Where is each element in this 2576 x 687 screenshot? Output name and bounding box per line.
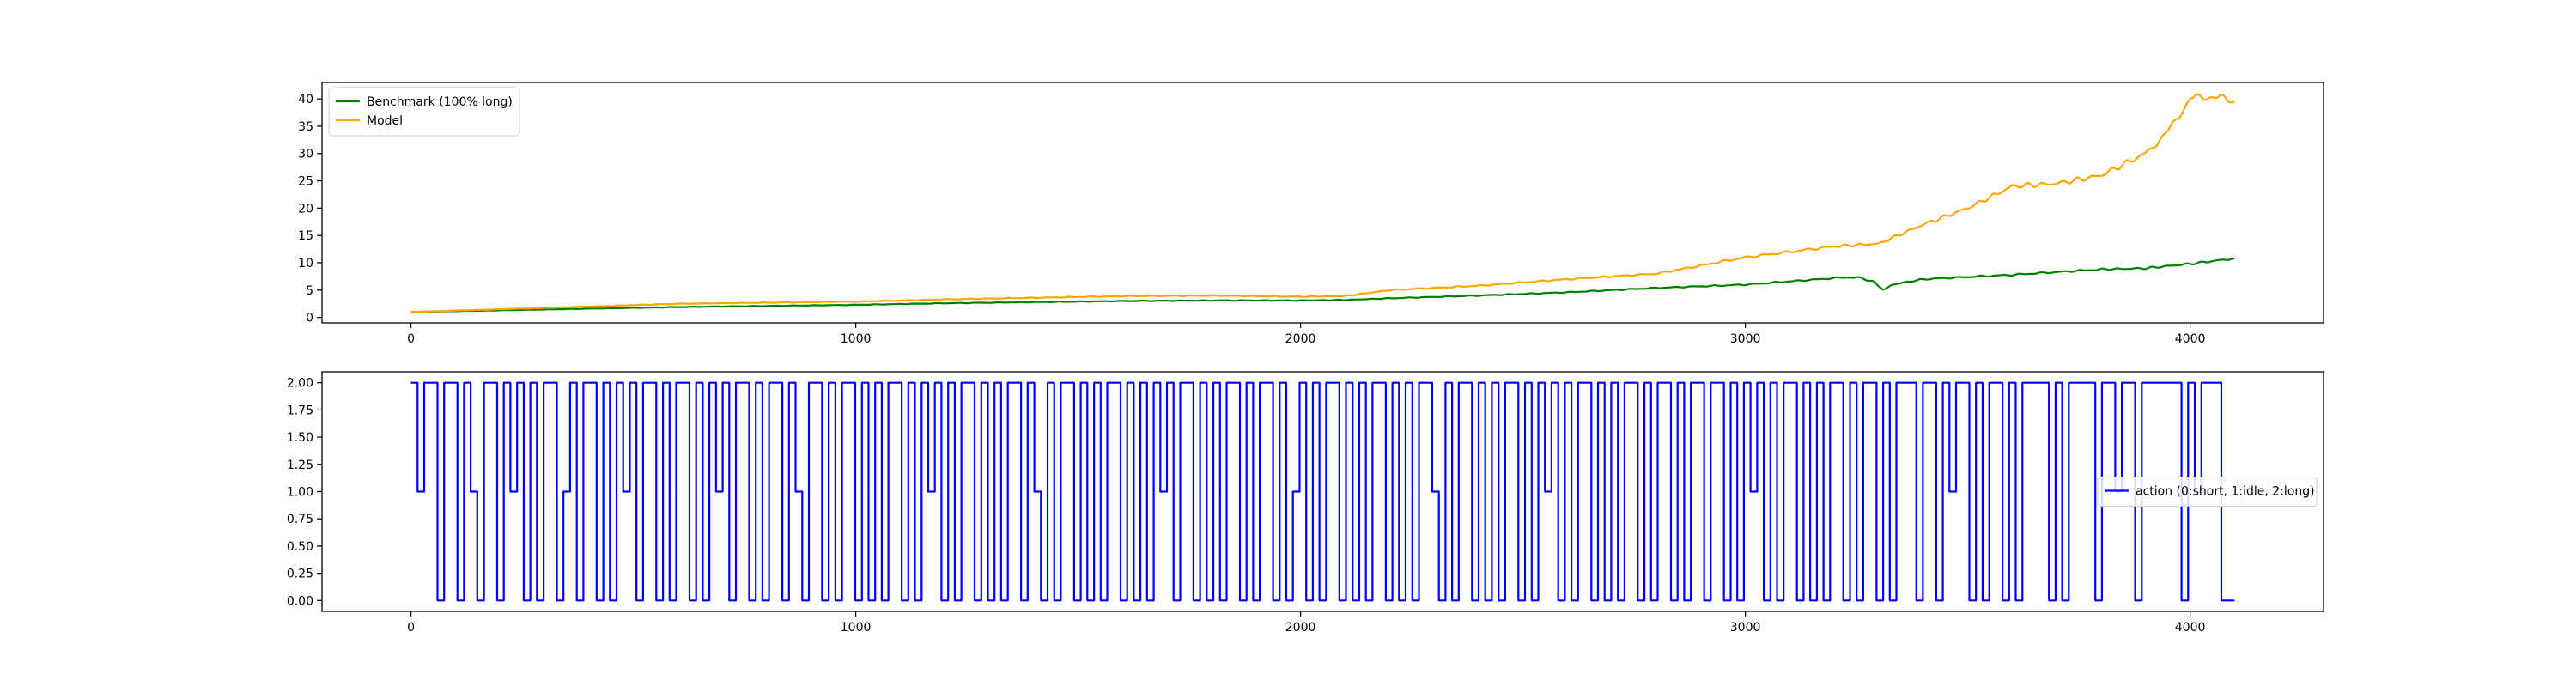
y-tick-label: 1.50	[287, 431, 313, 445]
y-tick-label: 1.00	[287, 486, 313, 500]
x-tick-label: 4000	[2175, 332, 2206, 346]
x-tick-label: 3000	[1730, 621, 1761, 635]
y-tick-label: 20	[298, 202, 313, 216]
x-tick-label: 3000	[1730, 332, 1761, 346]
y-tick-label: 40	[298, 93, 313, 106]
y-tick-label: 1.75	[287, 404, 313, 417]
series-line	[410, 381, 2235, 602]
y-tick-label: 1.25	[287, 459, 313, 472]
y-tick-label: 25	[298, 175, 313, 189]
y-tick-label: 2.00	[287, 377, 313, 391]
y-tick-label: 5	[306, 284, 313, 298]
legend-box	[328, 87, 520, 137]
legend-label: Model	[367, 114, 403, 128]
equity-curve-plot: 0 1000 2000 3000 4000 0 5 10 15 20 25 30 35 40 Benchma…	[298, 82, 2324, 346]
x-tick-label: 2000	[1285, 621, 1316, 635]
y-tick-label: 35	[298, 120, 313, 134]
legend: Benchmark (100% long) Model	[328, 87, 520, 137]
series-line	[410, 257, 2235, 313]
series-line	[410, 93, 2235, 313]
x-tick-label: 1000	[841, 621, 872, 635]
x-tick-label: 0	[407, 332, 415, 346]
plot-frame	[321, 82, 2324, 324]
y-tick-label: 0.75	[287, 513, 313, 526]
x-tick-label: 2000	[1285, 332, 1316, 346]
legend-box	[2097, 477, 2318, 507]
legend: action (0:short, 1:idle, 2:long)	[2097, 477, 2318, 507]
series-group	[410, 93, 2235, 313]
y-tick-label: 0.25	[287, 568, 313, 581]
x-tick-label: 0	[407, 621, 415, 635]
x-tick-label: 4000	[2175, 621, 2206, 635]
y-tick-label: 0	[306, 312, 313, 325]
series-group	[410, 381, 2235, 602]
legend-label: Benchmark (100% long)	[367, 95, 513, 109]
y-tick-label: 10	[298, 257, 313, 271]
x-tick-label: 1000	[841, 332, 872, 346]
y-tick-label: 15	[298, 229, 313, 243]
y-tick-label: 0.50	[287, 540, 313, 554]
action-plot: 0 1000 2000 3000 4000 0.00 0.25 0.50 0.75 1.00 1.2…	[287, 371, 2324, 635]
y-tick-label: 30	[298, 148, 313, 161]
y-tick-label: 0.00	[287, 594, 313, 608]
legend-label: action (0:short, 1:idle, 2:long)	[2136, 485, 2315, 499]
